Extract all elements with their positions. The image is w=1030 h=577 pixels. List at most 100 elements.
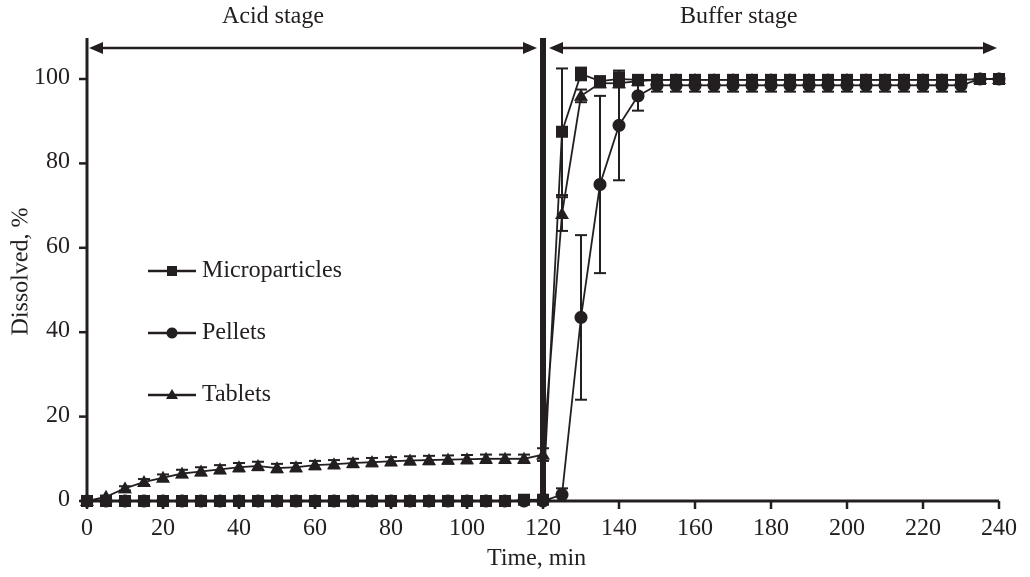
- circle-marker-icon: [365, 494, 379, 508]
- circle-marker-icon: [327, 494, 341, 508]
- triangle-marker-icon: [593, 76, 607, 89]
- triangle-marker-icon: [232, 460, 246, 473]
- triangle-marker-icon: [802, 72, 816, 85]
- triangle-marker-icon: [726, 72, 740, 85]
- x-tick-label: 180: [753, 515, 789, 541]
- legend-item-tablets: Tablets: [146, 381, 271, 408]
- triangle-marker-icon: [859, 72, 873, 85]
- triangle-marker-icon: [498, 451, 512, 464]
- circle-marker-icon: [536, 494, 550, 508]
- x-tick-label: 240: [981, 515, 1017, 541]
- triangle-marker-icon: [688, 72, 702, 85]
- legend-label: Microparticles: [202, 257, 342, 283]
- triangle-marker-icon: [99, 489, 113, 502]
- triangle-marker-icon: [555, 207, 569, 220]
- triangle-marker-icon: [954, 72, 968, 85]
- circle-marker-icon: [384, 494, 398, 508]
- triangle-marker-icon: [460, 452, 474, 465]
- triangle-marker-icon: [517, 451, 531, 464]
- x-axis-title: Time, min: [487, 545, 587, 571]
- legend-label: Tablets: [202, 381, 271, 407]
- triangle-marker-icon: [783, 72, 797, 85]
- triangle-marker-icon: [289, 460, 303, 473]
- triangle-marker-icon: [213, 462, 227, 475]
- triangle-marker-icon: [745, 72, 759, 85]
- circle-marker-icon: [213, 494, 227, 508]
- buffer-stage-label: Buffer stage: [680, 3, 798, 29]
- triangle-marker-icon: [973, 72, 987, 84]
- triangle-marker-icon: [118, 481, 132, 494]
- acid-stage-arrow-right-arrowhead-icon: [523, 42, 537, 54]
- circle-marker-icon: [251, 494, 265, 508]
- triangle-marker-icon: [764, 72, 778, 85]
- x-tick-label: 60: [303, 515, 327, 541]
- circle-marker-icon: [175, 494, 189, 508]
- triangle-marker-icon: [80, 494, 94, 506]
- square-marker-icon: [148, 265, 196, 276]
- square-marker-icon: [556, 125, 568, 138]
- y-tick-label: 0: [58, 486, 70, 512]
- circle-marker-icon: [593, 178, 607, 191]
- x-tick-label: 0: [81, 515, 93, 541]
- triangle-marker-icon: [935, 72, 949, 85]
- y-tick-label: 40: [46, 317, 70, 344]
- buffer-stage-arrow-left-arrowhead-icon: [549, 42, 563, 54]
- triangle-marker-icon: [707, 72, 721, 85]
- circle-marker-icon: [308, 494, 322, 508]
- triangle-marker-icon: [251, 458, 265, 471]
- y-tick-label: 60: [46, 232, 70, 259]
- circle-marker-icon: [441, 494, 455, 508]
- acid-stage-arrow-left-arrowhead-icon: [89, 42, 103, 54]
- plot-area: [79, 38, 1006, 509]
- buffer-stage-arrow-right-arrowhead-icon: [983, 42, 997, 54]
- circle-marker-icon: [346, 494, 360, 508]
- circle-marker-icon: [479, 494, 493, 508]
- triangle-marker-icon: [650, 72, 664, 85]
- triangle-marker-icon: [384, 454, 398, 467]
- legend-item-microparticles: Microparticles: [146, 257, 342, 284]
- triangle-marker-icon: [137, 475, 151, 488]
- circle-marker-icon: [498, 494, 512, 508]
- triangle-marker-icon: [403, 453, 417, 466]
- triangle-marker-icon: [574, 88, 588, 101]
- circle-marker-icon: [118, 494, 132, 508]
- circle-marker-icon: [403, 494, 417, 508]
- triangle-marker-icon: [840, 72, 854, 85]
- triangle-marker-icon: [897, 72, 911, 85]
- square-marker-icon: [575, 67, 587, 80]
- triangle-marker-icon: [308, 458, 322, 471]
- triangle-marker-icon: [365, 455, 379, 468]
- circle-marker-icon: [232, 494, 246, 508]
- y-tick-label: 20: [46, 401, 70, 428]
- circle-marker-icon: [137, 494, 151, 508]
- x-tick-label: 220: [905, 515, 941, 541]
- triangle-marker-icon: [148, 388, 196, 399]
- triangle-marker-icon: [194, 464, 208, 477]
- x-tick-label: 140: [601, 515, 637, 541]
- x-tick-label: 100: [449, 515, 485, 541]
- triangle-marker-icon: [821, 72, 835, 85]
- circle-marker-icon: [194, 494, 208, 508]
- circle-marker-icon: [422, 494, 436, 508]
- triangle-marker-icon: [916, 72, 930, 85]
- triangle-marker-icon: [612, 76, 626, 89]
- circle-marker-icon: [156, 494, 170, 508]
- circle-marker-icon: [148, 327, 196, 338]
- x-tick-label: 40: [227, 515, 251, 541]
- triangle-marker-icon: [327, 457, 341, 470]
- circle-marker-icon: [555, 488, 569, 502]
- triangle-marker-icon: [878, 72, 892, 85]
- y-tick-label: 100: [34, 64, 70, 90]
- triangle-marker-icon: [441, 452, 455, 465]
- x-tick-label: 80: [379, 515, 403, 541]
- triangle-marker-icon: [422, 453, 436, 466]
- triangle-marker-icon: [346, 456, 360, 469]
- triangle-marker-icon: [992, 72, 1006, 84]
- x-tick-label: 160: [677, 515, 713, 541]
- triangle-marker-icon: [631, 74, 645, 87]
- triangle-marker-icon: [270, 461, 284, 474]
- x-tick-label: 200: [829, 515, 865, 541]
- circle-marker-icon: [574, 310, 588, 324]
- legend-item-pellets: Pellets: [146, 319, 266, 346]
